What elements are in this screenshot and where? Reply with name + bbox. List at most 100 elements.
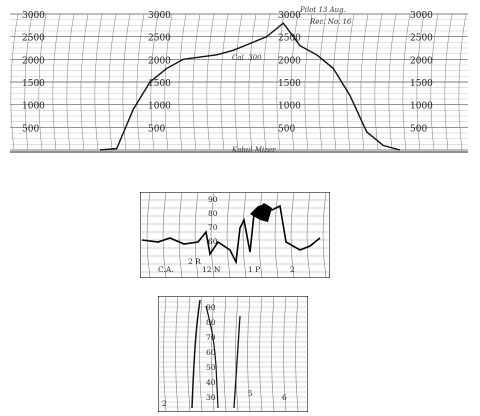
strip-bottom-label-5: 5 — [248, 389, 253, 398]
altitude-time-arc — [304, 13, 313, 151]
altitude-scale-label: 3000 — [22, 11, 45, 21]
altitude-time-arc — [52, 13, 61, 151]
altitude-time-arc — [402, 13, 411, 151]
strip-middle-time-arc — [274, 192, 279, 278]
strip-bottom-time-arc — [175, 296, 179, 412]
strip-bottom-grid — [158, 296, 308, 412]
altitude-scale-label: 2000 — [148, 56, 171, 66]
strip-middle-ink-blot — [250, 204, 272, 222]
altitude-scale-label: 2500 — [148, 34, 171, 44]
altitude-chart: 3000 2500 2000 1500 1000 500 3000 2500 2000 1500 1… — [0, 0, 480, 170]
altitude-time-arc — [10, 13, 19, 151]
altitude-scale-label: 2500 — [22, 34, 45, 44]
altitude-time-arcs — [10, 13, 467, 151]
altitude-time-arc — [234, 13, 243, 151]
altitude-scale-labels: 3000 2500 2000 1500 1000 500 3000 2500 2000 1500 1… — [22, 11, 433, 134]
strip-middle-time-arc — [306, 192, 311, 278]
strip-middle-time-arc — [258, 192, 263, 278]
strip-middle-time-arc — [242, 192, 247, 278]
strip-bottom-time-arc — [271, 296, 275, 412]
altitude-time-arc — [346, 13, 355, 151]
strip-middle-label-2: 2 — [290, 265, 295, 274]
altitude-scale-label: 1000 — [148, 102, 171, 112]
annotation-pilot: Pilot 13 Aug. — [299, 6, 346, 14]
altitude-time-arc — [458, 13, 467, 151]
altitude-scale-label: 1500 — [410, 79, 433, 89]
strip-middle-trace — [141, 202, 321, 265]
altitude-scale-label: 2500 — [278, 34, 301, 44]
strip-middle-grid — [140, 192, 330, 278]
altitude-scale-label: 1500 — [148, 79, 171, 89]
strip-bottom-trace-b — [205, 305, 219, 409]
altitude-time-arc — [248, 13, 257, 151]
strip-bottom-scale-label: 60 — [206, 348, 216, 357]
strip-middle-time-arc — [146, 192, 151, 278]
altitude-time-arc — [332, 13, 341, 151]
altitude-time-arc — [80, 13, 89, 151]
strip-middle-time-arc — [178, 192, 183, 278]
altitude-scale-label: 3000 — [148, 11, 171, 21]
strip-middle-scale-label: 80 — [208, 209, 218, 218]
altitude-scale-label: 2500 — [410, 34, 433, 44]
recorder-strip-middle: 90 80 70 60 C.A. 2 R 12 N 1 P 2 — [140, 192, 330, 278]
strip-middle-time-arc — [162, 192, 167, 278]
altitude-scale-label: 1000 — [410, 102, 433, 112]
annotation-kabul: Kabul Mizer — [231, 146, 276, 154]
strip-bottom-time-arc — [163, 296, 167, 412]
altitude-scale-label: 500 — [22, 124, 39, 134]
recorder-strip-middle-svg: 90 80 70 60 C.A. 2 R 12 N 1 P 2 — [140, 192, 330, 278]
altitude-time-arc — [164, 13, 173, 151]
altitude-time-arc — [262, 13, 271, 151]
strip-middle-scale-label: 60 — [208, 237, 218, 246]
altitude-time-arc — [444, 13, 453, 151]
altitude-time-arc — [178, 13, 187, 151]
altitude-scale-label: 2000 — [278, 56, 301, 66]
altitude-time-arc — [360, 13, 369, 151]
recorder-strip-bottom-svg: 90 80 70 60 50 40 30 2 5 6 — [158, 296, 308, 412]
altitude-scale-label: 2000 — [22, 56, 45, 66]
strip-bottom-scale-label: 90 — [206, 303, 216, 312]
strip-middle-border — [140, 192, 330, 278]
strip-bottom-time-arc — [199, 296, 203, 412]
altitude-scale-label: 3000 — [410, 11, 433, 21]
strip-middle-time-arc — [226, 192, 231, 278]
altitude-scale-label: 1500 — [22, 79, 45, 89]
strip-bottom-time-arc — [247, 296, 251, 412]
altitude-scale-label: 3000 — [278, 11, 301, 21]
altitude-scale-label: 1500 — [278, 79, 301, 89]
strip-middle-time-arc — [210, 192, 215, 278]
recorder-strip-bottom: 90 80 70 60 50 40 30 2 5 6 — [158, 296, 308, 412]
strip-middle-time-arc — [322, 192, 327, 278]
altitude-scale-label: 1000 — [22, 102, 45, 112]
strip-bottom-border — [158, 296, 308, 412]
strip-bottom-label-2: 2 — [162, 399, 167, 408]
strip-bottom-trace-a — [191, 299, 201, 409]
altitude-time-arc — [388, 13, 397, 151]
altitude-scale-label: 500 — [278, 124, 295, 134]
altitude-time-arc — [318, 13, 327, 151]
altitude-scale-label: 2000 — [410, 56, 433, 66]
altitude-time-arc — [374, 13, 383, 151]
strip-bottom-time-arc — [295, 296, 299, 412]
strip-bottom-scale-label: 30 — [206, 393, 216, 402]
altitude-time-arc — [122, 13, 131, 151]
strip-bottom-scale-label: 70 — [206, 333, 216, 342]
altitude-grid — [10, 13, 468, 153]
altitude-time-arc — [430, 13, 439, 151]
strip-bottom-scale: 90 80 70 60 50 40 30 — [206, 303, 216, 402]
strip-middle-label-1p: 1 P — [248, 265, 260, 274]
altitude-time-arc — [24, 13, 33, 151]
strip-bottom-time-arc — [235, 296, 239, 412]
strip-middle-label-ca: C.A. — [158, 265, 174, 274]
altitude-time-arc — [38, 13, 47, 151]
strip-middle-time-arc — [194, 192, 199, 278]
altitude-time-arc — [94, 13, 103, 151]
altitude-scale-label: 1000 — [278, 102, 301, 112]
strip-bottom-time-arc — [259, 296, 263, 412]
altitude-scale-label: 500 — [148, 124, 165, 134]
altitude-time-arc — [416, 13, 425, 151]
strip-middle-scale-label: 70 — [208, 223, 218, 232]
altitude-scale-label: 500 — [410, 124, 427, 134]
altitude-time-arc — [66, 13, 75, 151]
annotation-cal: Cal. 300 — [232, 54, 262, 62]
